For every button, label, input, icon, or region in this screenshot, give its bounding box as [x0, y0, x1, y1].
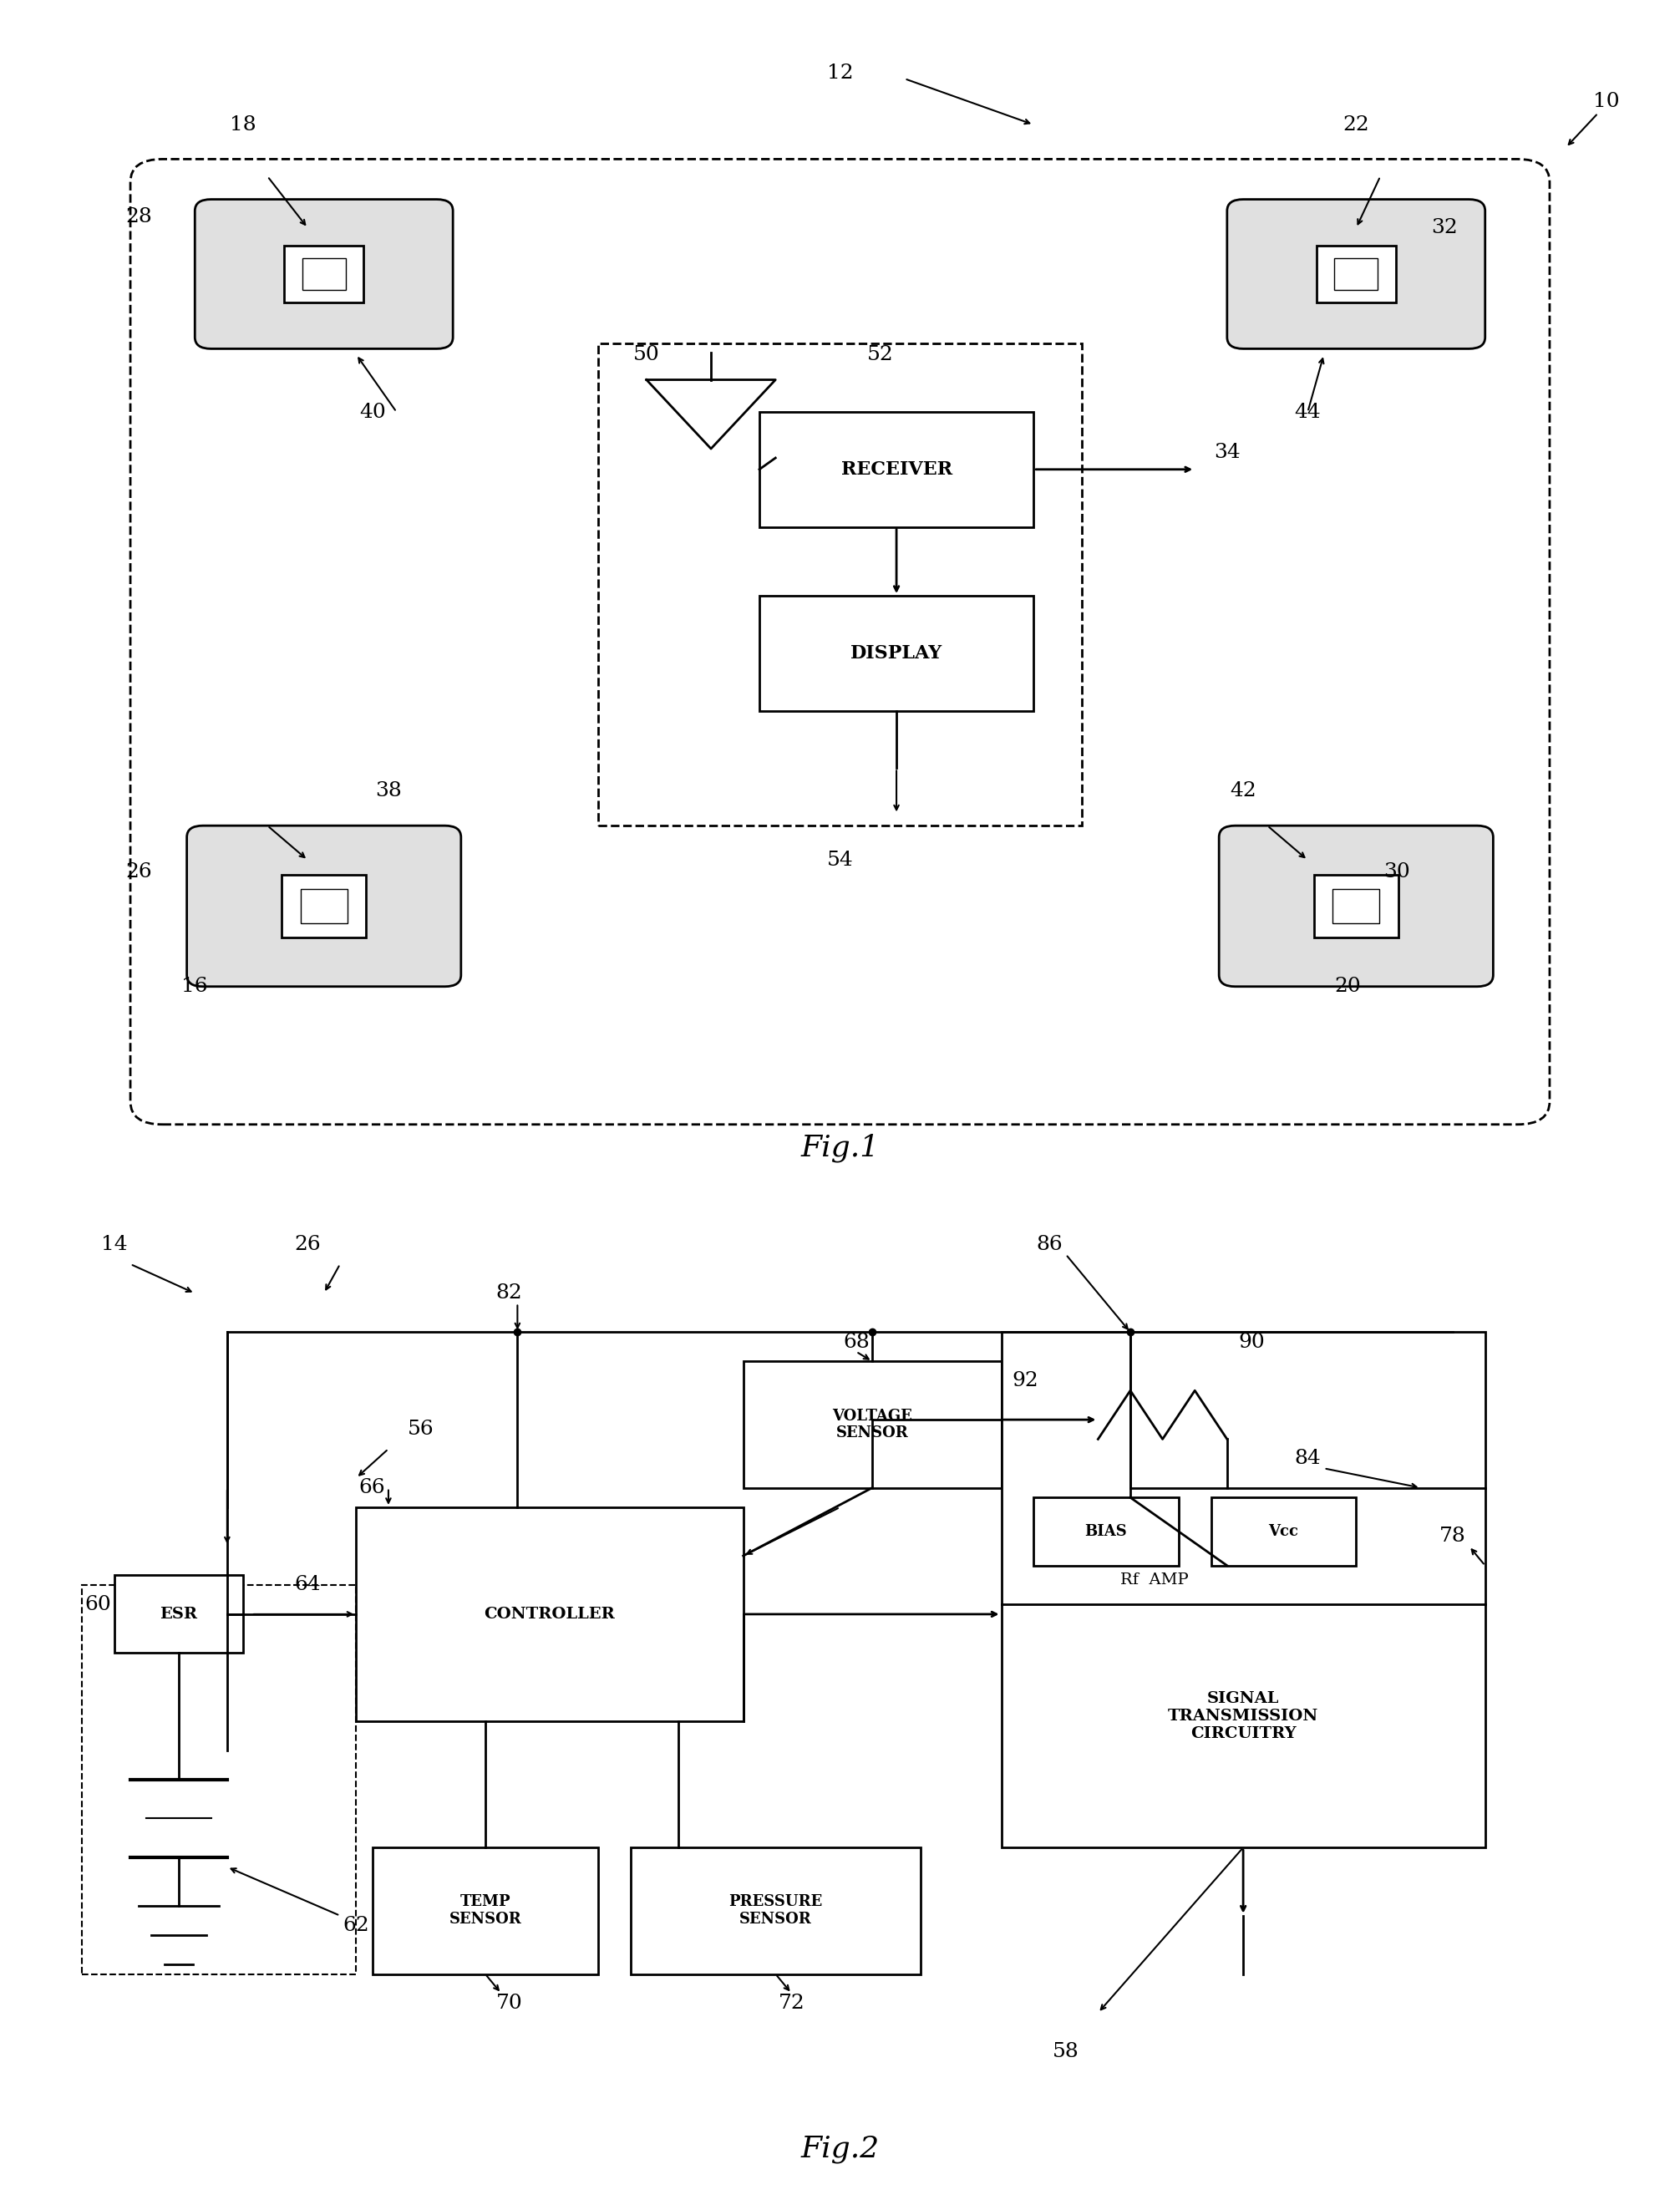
Text: 64: 64: [294, 1576, 321, 1596]
Text: 18: 18: [230, 115, 257, 135]
Text: Vcc: Vcc: [1268, 1525, 1299, 1538]
Text: 50: 50: [633, 345, 660, 365]
Bar: [1211, 1498, 1356, 1565]
Text: VOLTAGE
SENSOR: VOLTAGE SENSOR: [832, 1408, 912, 1441]
Text: 86: 86: [1037, 1235, 1063, 1255]
Text: BIAS: BIAS: [1085, 1525, 1127, 1538]
Text: 72: 72: [778, 1993, 805, 2013]
Bar: [301, 888, 348, 924]
Bar: [1332, 888, 1379, 924]
Bar: [630, 1848, 921, 1974]
Text: CONTROLLER: CONTROLLER: [484, 1607, 615, 1622]
Text: 32: 32: [1431, 219, 1458, 239]
Text: SIGNAL
TRANSMISSION
CIRCUITRY: SIGNAL TRANSMISSION CIRCUITRY: [1168, 1691, 1319, 1741]
Text: 82: 82: [496, 1284, 522, 1304]
Text: 30: 30: [1383, 862, 1410, 882]
Text: 34: 34: [1215, 442, 1240, 462]
Text: 20: 20: [1336, 977, 1361, 997]
Text: 84: 84: [1295, 1450, 1320, 1467]
Bar: [1001, 1333, 1485, 1848]
Bar: [1314, 875, 1398, 937]
Text: TEMP
SENSOR: TEMP SENSOR: [449, 1894, 521, 1927]
Text: 14: 14: [101, 1235, 128, 1255]
Text: RECEIVER: RECEIVER: [842, 460, 953, 480]
FancyBboxPatch shape: [1220, 827, 1494, 986]
Text: 68: 68: [843, 1333, 869, 1353]
Text: 10: 10: [1593, 93, 1620, 110]
Text: 40: 40: [360, 402, 385, 422]
Text: 58: 58: [1053, 2042, 1079, 2062]
Text: 70: 70: [496, 1993, 522, 2013]
Bar: [302, 259, 346, 290]
FancyBboxPatch shape: [186, 827, 460, 986]
Text: 28: 28: [126, 208, 151, 225]
Text: DISPLAY: DISPLAY: [850, 643, 942, 663]
Text: 52: 52: [867, 345, 894, 365]
Text: 90: 90: [1238, 1333, 1265, 1353]
Text: 54: 54: [827, 851, 853, 871]
Text: PRESSURE
SENSOR: PRESSURE SENSOR: [729, 1894, 823, 1927]
Text: 60: 60: [86, 1596, 111, 1613]
Bar: [759, 411, 1033, 526]
Bar: [759, 597, 1033, 712]
Text: 92: 92: [1013, 1370, 1038, 1390]
Text: 66: 66: [360, 1478, 385, 1498]
Text: 56: 56: [408, 1419, 433, 1439]
Text: 44: 44: [1295, 402, 1320, 422]
FancyBboxPatch shape: [1226, 199, 1485, 349]
Bar: [743, 1361, 1001, 1487]
Bar: [1334, 259, 1378, 290]
Bar: [284, 245, 363, 303]
Text: 26: 26: [126, 862, 151, 882]
Text: 16: 16: [181, 977, 208, 997]
Text: 78: 78: [1440, 1527, 1467, 1547]
Bar: [1317, 245, 1396, 303]
Bar: [114, 1576, 244, 1653]
Bar: [1033, 1498, 1179, 1565]
Bar: [373, 1848, 598, 1974]
Text: Rf  AMP: Rf AMP: [1121, 1574, 1189, 1587]
Text: Fig.1: Fig.1: [801, 1134, 879, 1162]
Text: ESR: ESR: [160, 1607, 198, 1622]
Text: 22: 22: [1342, 115, 1369, 135]
Text: 12: 12: [827, 64, 853, 82]
Text: 38: 38: [375, 782, 402, 800]
Text: 42: 42: [1230, 782, 1257, 800]
Bar: [356, 1507, 743, 1722]
Text: Fig.2: Fig.2: [801, 2135, 879, 2164]
Bar: [282, 875, 366, 937]
Text: 62: 62: [343, 1916, 370, 1936]
FancyBboxPatch shape: [195, 199, 454, 349]
Text: 26: 26: [294, 1235, 321, 1255]
